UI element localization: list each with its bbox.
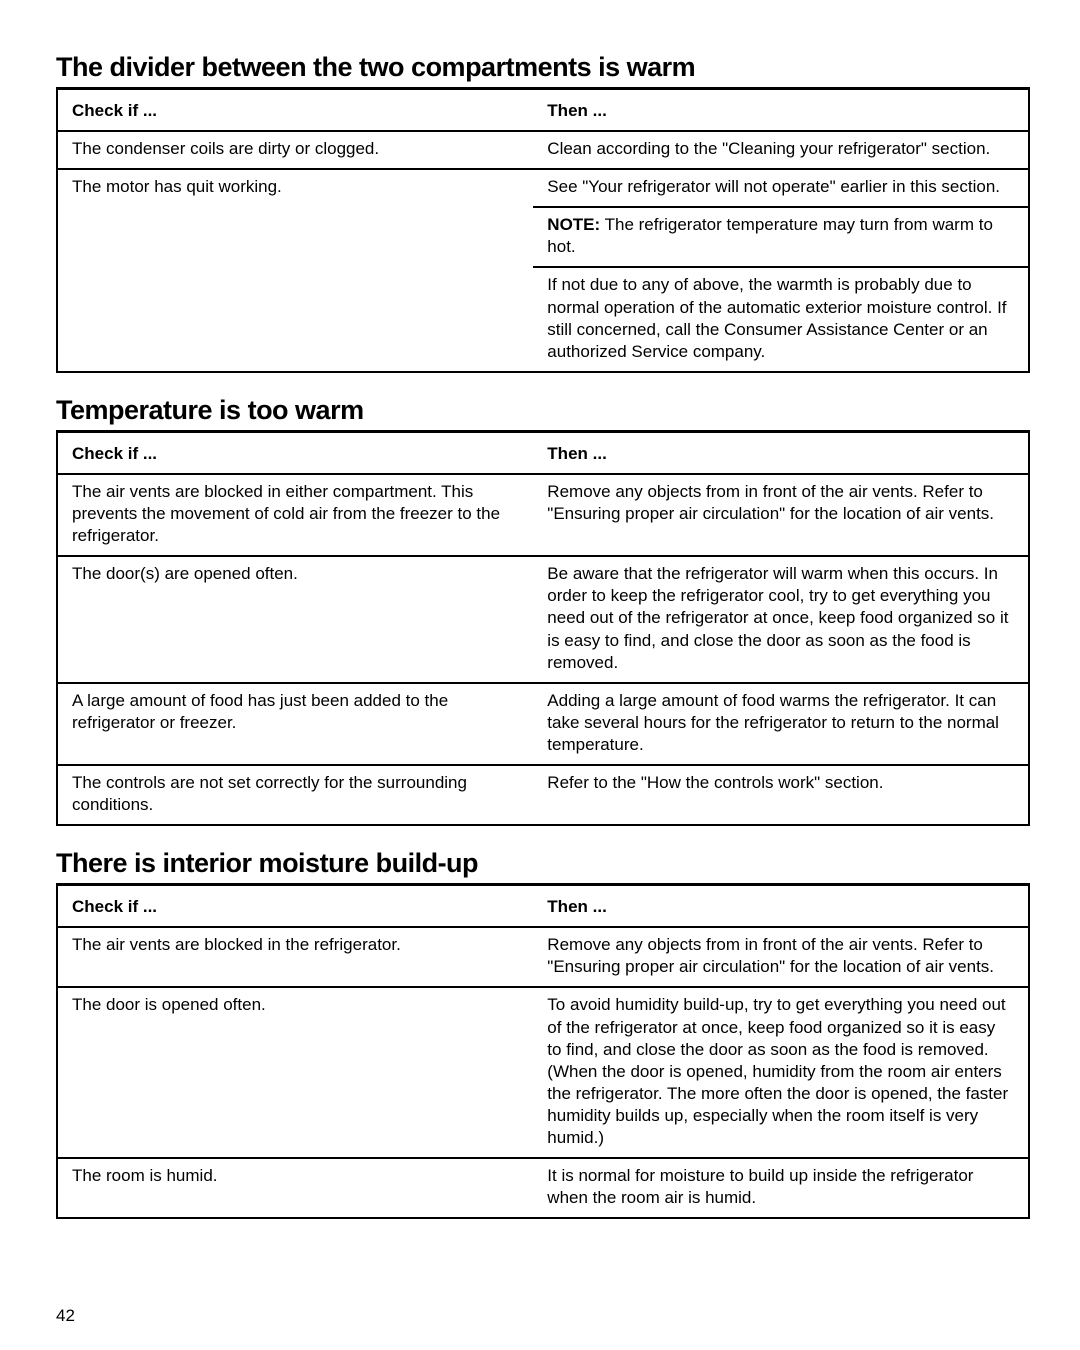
note-bold: NOTE: [547, 215, 600, 234]
table-row: The door(s) are opened often. Be aware t… [58, 555, 1028, 681]
table-3: Check if ... Then ... The air vents are … [56, 886, 1030, 1219]
cell-then: NOTE: The refrigerator temperature may t… [533, 206, 1028, 266]
section-title-1: The divider between the two compartments… [56, 52, 1030, 83]
cell-check: A large amount of food has just been add… [58, 682, 533, 764]
section-title-3: There is interior moisture build-up [56, 848, 1030, 879]
table-header-row: Check if ... Then ... [58, 433, 1028, 473]
table-row: NOTE: The refrigerator temperature may t… [58, 206, 1028, 266]
page-content: The divider between the two compartments… [0, 0, 1080, 1271]
table-2: Check if ... Then ... The air vents are … [56, 433, 1030, 826]
table-row: The air vents are blocked in the refrige… [58, 926, 1028, 986]
table-header-row: Check if ... Then ... [58, 886, 1028, 926]
cell-then: See "Your refrigerator will not operate"… [533, 168, 1028, 206]
section-title-2: Temperature is too warm [56, 395, 1030, 426]
table-row: If not due to any of above, the warmth i… [58, 266, 1028, 370]
cell-then: Remove any objects from in front of the … [533, 926, 1028, 986]
table-row: The air vents are blocked in either comp… [58, 473, 1028, 555]
header-then: Then ... [533, 886, 1028, 926]
table-row: The door is opened often. To avoid humid… [58, 986, 1028, 1157]
cell-then: Adding a large amount of food warms the … [533, 682, 1028, 764]
table-row: The room is humid. It is normal for mois… [58, 1157, 1028, 1217]
table-1: Check if ... Then ... The condenser coil… [56, 90, 1030, 373]
table-row: The motor has quit working. See "Your re… [58, 168, 1028, 206]
cell-then: Remove any objects from in front of the … [533, 473, 1028, 555]
cell-check-empty [58, 266, 533, 370]
cell-check: The room is humid. [58, 1157, 533, 1217]
table-row: The controls are not set correctly for t… [58, 764, 1028, 824]
header-check-if: Check if ... [58, 886, 533, 926]
cell-check: The door is opened often. [58, 986, 533, 1157]
header-then: Then ... [533, 433, 1028, 473]
cell-check-empty [58, 206, 533, 266]
cell-then: Clean according to the "Cleaning your re… [533, 130, 1028, 168]
header-check-if: Check if ... [58, 90, 533, 130]
table-row: The condenser coils are dirty or clogged… [58, 130, 1028, 168]
cell-then: It is normal for moisture to build up in… [533, 1157, 1028, 1217]
cell-then: To avoid humidity build-up, try to get e… [533, 986, 1028, 1157]
cell-check: The air vents are blocked in the refrige… [58, 926, 533, 986]
cell-then: Be aware that the refrigerator will warm… [533, 555, 1028, 681]
cell-check: The motor has quit working. [58, 168, 533, 206]
cell-then: If not due to any of above, the warmth i… [533, 266, 1028, 370]
cell-check: The air vents are blocked in either comp… [58, 473, 533, 555]
cell-check: The controls are not set correctly for t… [58, 764, 533, 824]
cell-check: The door(s) are opened often. [58, 555, 533, 681]
table-row: A large amount of food has just been add… [58, 682, 1028, 764]
cell-check: The condenser coils are dirty or clogged… [58, 130, 533, 168]
note-text: The refrigerator temperature may turn fr… [547, 215, 993, 256]
page-number: 42 [56, 1306, 75, 1326]
cell-then: Refer to the "How the controls work" sec… [533, 764, 1028, 824]
header-then: Then ... [533, 90, 1028, 130]
header-check-if: Check if ... [58, 433, 533, 473]
table-header-row: Check if ... Then ... [58, 90, 1028, 130]
